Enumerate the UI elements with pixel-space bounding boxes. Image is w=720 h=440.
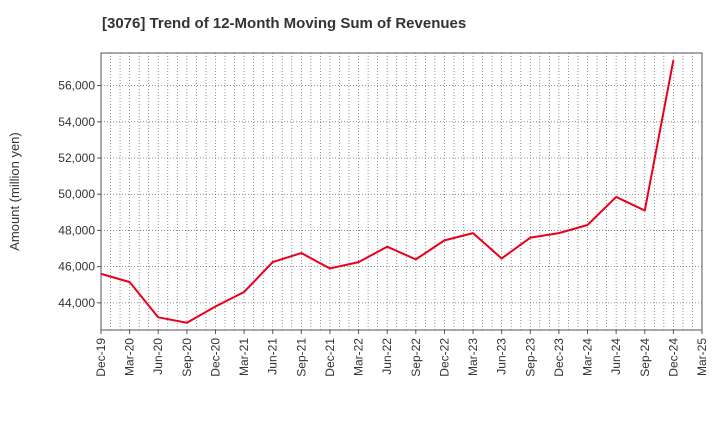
x-tick-label: Jun-24 (609, 338, 623, 375)
x-tick-label: Mar-22 (352, 338, 366, 376)
x-tick-label: Sep-21 (294, 338, 308, 377)
x-tick-label: Mar-24 (581, 338, 595, 376)
y-tick-label: 44,000 (58, 296, 95, 310)
x-tick-label: Dec-20 (208, 338, 222, 377)
x-tick-label: Jun-21 (266, 338, 280, 375)
y-tick-label: 48,000 (58, 223, 95, 237)
revenue-series-line (100, 60, 675, 324)
plot-area (101, 53, 702, 330)
x-tick-label: Jun-20 (151, 338, 165, 375)
x-tick-label: Sep-20 (180, 338, 194, 377)
y-tick-label: 52,000 (58, 151, 95, 165)
x-tick-label: Sep-24 (638, 338, 652, 377)
y-axis-label: Amount (million yen) (7, 132, 22, 251)
x-tick-label: Jun-22 (380, 338, 394, 375)
y-tick-label: 56,000 (58, 79, 95, 93)
x-tick-label: Dec-21 (323, 338, 337, 377)
x-tick-label: Dec-22 (437, 338, 451, 377)
x-tick-label: Sep-22 (409, 338, 423, 377)
x-tick-label: Dec-19 (94, 338, 108, 377)
x-tick-label: Mar-21 (237, 338, 251, 376)
x-tick-label: Jun-23 (495, 338, 509, 375)
x-tick-label: Dec-24 (666, 338, 680, 377)
x-tick-label: Mar-25 (695, 338, 709, 376)
x-tick-label: Sep-23 (523, 338, 537, 377)
y-tick-label: 50,000 (58, 187, 95, 201)
y-tick-label: 54,000 (58, 115, 95, 129)
x-tick-label: Mar-23 (466, 338, 480, 376)
x-tick-label: Mar-20 (123, 338, 137, 376)
y-tick-label: 46,000 (58, 260, 95, 274)
plot-border (100, 52, 703, 331)
x-tick-label: Dec-23 (552, 338, 566, 377)
chart-title: [3076] Trend of 12-Month Moving Sum of R… (102, 15, 467, 32)
